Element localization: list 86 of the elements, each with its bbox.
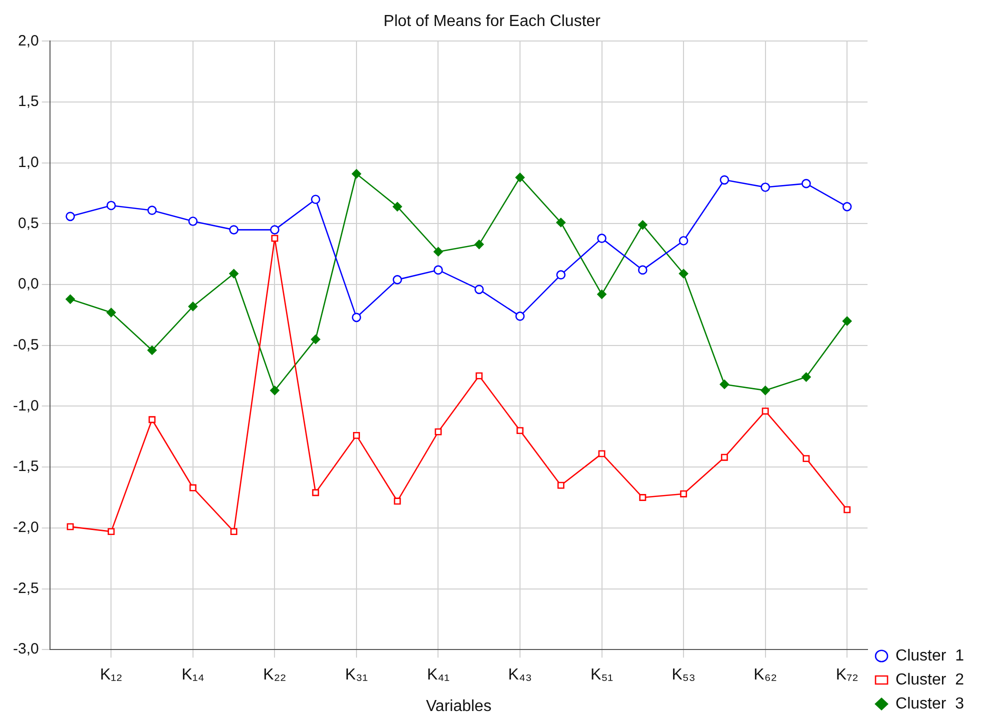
- y-tick-label: -2,0: [12, 519, 39, 536]
- point: [597, 234, 606, 243]
- point: [147, 206, 157, 215]
- y-tick-label: 0,5: [18, 214, 39, 232]
- point: [312, 489, 320, 496]
- point: [229, 268, 238, 278]
- point: [310, 194, 320, 204]
- point: [188, 216, 198, 226]
- point: [188, 302, 198, 312]
- y-tick-label: 1,5: [18, 93, 39, 110]
- point: [434, 428, 442, 436]
- point: [230, 528, 238, 536]
- point: [352, 169, 362, 178]
- point: [639, 494, 646, 501]
- point: [229, 225, 238, 234]
- point: [760, 386, 770, 396]
- point: [516, 427, 524, 434]
- point: [720, 454, 728, 461]
- point: [271, 234, 278, 242]
- point: [392, 275, 402, 284]
- point: [394, 498, 401, 505]
- point: [760, 182, 770, 192]
- point: [678, 236, 688, 246]
- point: [147, 346, 157, 355]
- point: [762, 408, 769, 415]
- point: [802, 372, 811, 382]
- legend-label: Cluster 1: [896, 647, 964, 664]
- x-tick-label: K₃₁: [345, 666, 368, 684]
- point: [680, 490, 688, 498]
- point: [515, 312, 525, 321]
- y-tick-label: -3,0: [12, 640, 39, 658]
- point: [598, 450, 606, 458]
- x-tick-label: K₁₄: [182, 666, 204, 684]
- point: [270, 225, 280, 234]
- point: [66, 523, 74, 530]
- x-tick-label: K₅₃: [672, 666, 696, 684]
- point: [392, 202, 402, 212]
- point: [638, 220, 648, 230]
- point: [434, 247, 443, 256]
- x-axis-title: Variables: [426, 698, 492, 715]
- x-tick-label: K₄₁: [426, 666, 450, 684]
- legend-label: Cluster 2: [896, 671, 964, 688]
- point: [842, 202, 852, 212]
- point: [597, 290, 606, 299]
- y-tick-label: -1,5: [12, 458, 39, 476]
- point: [557, 482, 564, 489]
- point: [844, 506, 851, 514]
- x-tick-label: K₇₂: [836, 666, 858, 684]
- x-tick-label: K₆₂: [754, 666, 777, 684]
- point: [556, 218, 566, 228]
- point: [148, 416, 156, 424]
- point: [66, 212, 75, 222]
- point: [270, 386, 280, 396]
- legend-label: Cluster 3: [896, 695, 964, 712]
- y-tick-label: 0,0: [18, 276, 39, 293]
- point: [802, 455, 810, 462]
- point: [556, 270, 566, 280]
- point: [189, 484, 196, 492]
- x-tick-label: K₅₁: [590, 666, 614, 684]
- point: [106, 308, 116, 318]
- point: [678, 268, 688, 278]
- point: [310, 334, 320, 344]
- point: [842, 316, 852, 326]
- chart-title: Plot of Means for Each Cluster: [384, 13, 602, 30]
- point: [474, 284, 484, 294]
- y-tick-label: 2,0: [18, 32, 39, 50]
- point: [720, 175, 730, 185]
- x-tick-label: K₂₂: [263, 666, 286, 684]
- point: [106, 200, 116, 210]
- point: [638, 265, 648, 275]
- point: [720, 380, 730, 389]
- point: [515, 172, 525, 182]
- point: [476, 372, 483, 380]
- y-tick-label: -0,5: [12, 336, 39, 354]
- point: [66, 294, 75, 304]
- x-tick-label: K₄₃: [508, 666, 532, 684]
- y-tick-label: 1,0: [18, 154, 39, 172]
- x-tick-label: K₁₂: [100, 666, 122, 684]
- point: [434, 265, 443, 275]
- point: [474, 240, 484, 250]
- y-tick-label: -1,0: [12, 397, 39, 414]
- point: [353, 432, 360, 439]
- point: [802, 178, 811, 188]
- y-tick-label: -2,5: [12, 580, 39, 597]
- point: [108, 528, 115, 536]
- point: [352, 312, 362, 322]
